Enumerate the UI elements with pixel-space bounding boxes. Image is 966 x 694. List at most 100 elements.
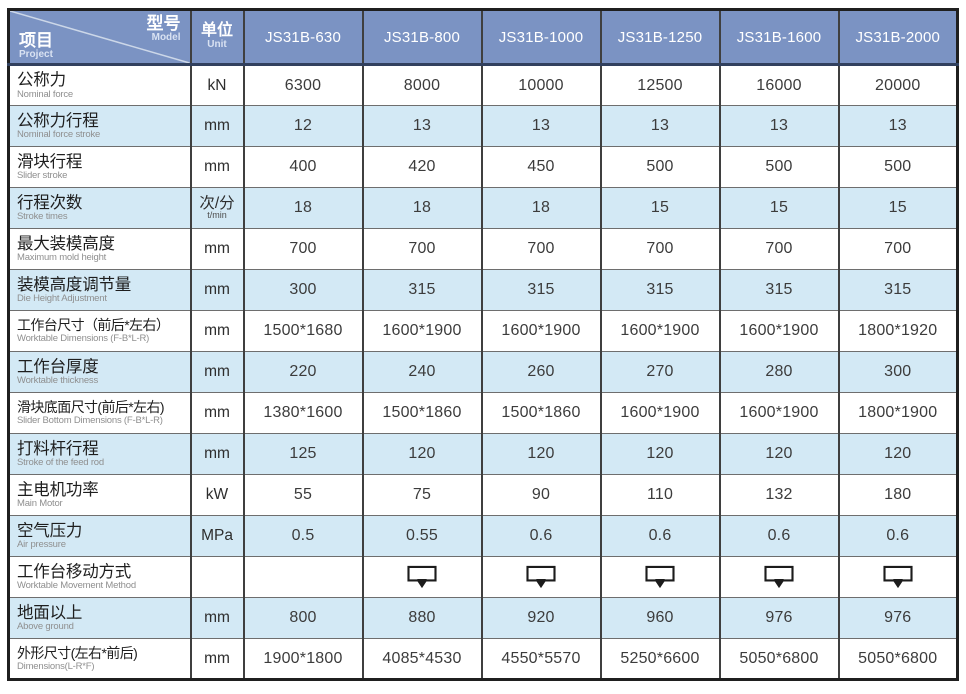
row-label-en: Dimensions(L-R*F) [17,660,95,672]
worktable-move-icon [407,565,437,588]
cell-value: 0.6 [886,527,910,544]
row-label-en: Above ground [17,621,74,633]
value-cell: 260 [480,351,602,393]
cell-value: 315 [646,281,674,298]
table-row: 工作台移动方式 Worktable Movement Method [7,556,959,598]
value-cell: 110 [599,474,721,516]
value-cell: 1600*1900 [599,310,721,352]
cell-value: 0.6 [767,527,791,544]
value-cell: 976 [718,597,840,639]
value-cell: 1600*1900 [718,392,840,434]
row-label-zh: 空气压力 [17,521,83,540]
row-label-cell: 滑块底面尺寸(前后*左右) Slider Bottom Dimensions (F… [7,392,192,434]
cell-value: 13 [888,117,907,134]
row-label-zh: 最大装模高度 [17,234,115,253]
row-label-zh: 工作台尺寸（前后*左右） [17,317,170,334]
unit-cell [189,556,245,598]
table-row: 装模高度调节量 Die Height Adjustment mm 300 315 315 3… [7,269,959,311]
value-cell: 180 [837,474,959,516]
cell-value: 240 [408,363,436,380]
cell-value: 75 [412,486,432,503]
cell-value: 1900*1800 [263,649,343,667]
table-row: 滑块底面尺寸(前后*左右) Slider Bottom Dimensions (F… [7,392,959,434]
cell-value: 1380*1600 [263,404,343,421]
cell-value: 1500*1860 [501,404,581,421]
unit-value: 次/分 [199,194,235,212]
table-row: 地面以上 Above ground mm 800 880 920 960 976 976 [7,597,959,639]
unit-cell: kN [189,64,245,106]
value-cell: 18 [480,187,602,229]
unit-cell: mm [189,638,245,680]
cell-value: 315 [765,281,793,298]
value-cell: 5250*6600 [599,638,721,680]
value-cell: 120 [837,433,959,475]
cell-value: 500 [765,158,793,175]
cell-value: 15 [888,199,907,216]
table-row: 行程次数 Stroke times 次/分 t/min 18 18 18 15 15 15 [7,187,959,229]
value-cell: 500 [837,146,959,188]
row-label-zh: 公称力 [17,71,66,90]
model-header: JS31B-2000 [837,9,959,66]
value-cell [837,556,959,598]
value-cell: 5050*6800 [718,638,840,680]
table-row: 主电机功率 Main Motor kW 55 75 90 110 132 180 [7,474,959,516]
unit-cell: MPa [189,515,245,557]
cell-value: 500 [646,158,674,175]
header-row: 型号 Model 项目 Project 单位 Unit JS31B-630 JS3… [7,9,959,66]
value-cell: 280 [718,351,840,393]
row-label-zh: 主电机功率 [17,480,99,499]
unit-cell: mm [189,269,245,311]
cell-value: 700 [408,240,436,257]
unit-value: mm [204,445,230,463]
row-label-zh: 装模高度调节量 [17,275,132,294]
table-row: 工作台厚度 Worktable thickness mm 220 240 260 270 28… [7,351,959,393]
value-cell: 1500*1860 [361,392,483,434]
value-cell: 500 [718,146,840,188]
value-cell: 240 [361,351,483,393]
cell-value: 18 [531,199,551,216]
value-cell: 18 [242,187,364,229]
row-label-cell: 空气压力 Air pressure [7,515,192,557]
row-label-en: Maximum mold height [17,252,107,264]
value-cell [480,556,602,598]
value-cell: 450 [480,146,602,188]
unit-value: mm [204,322,230,340]
value-cell: 315 [718,269,840,311]
row-label-cell: 地面以上 Above ground [7,597,192,639]
value-cell: 0.6 [480,515,602,557]
corner-project-en: Project [19,48,53,60]
unit-value: mm [204,281,230,299]
value-cell: 700 [361,228,483,270]
row-label-zh: 外形尺寸(左右*前后) [17,644,138,661]
value-cell: 18 [361,187,483,229]
cell-value: 110 [646,486,674,503]
unit-value: kN [207,76,227,94]
value-cell: 880 [361,597,483,639]
row-label-cell: 公称力 Nominal force [7,64,192,106]
value-cell: 700 [242,228,364,270]
cell-value: 300 [884,363,912,380]
cell-value: 1500*1860 [382,404,462,421]
cell-value: 1600*1900 [620,404,700,421]
value-cell: 315 [599,269,721,311]
cell-value: 1800*1900 [858,404,938,421]
row-label-en: Worktable thickness [17,375,99,387]
table-row: 公称力 Nominal force kN 6300 8000 10000 12500 1600… [7,64,959,106]
unit-value: mm [204,404,230,422]
cell-value: 4085*4530 [382,649,462,667]
value-cell: 15 [837,187,959,229]
table-row: 空气压力 Air pressure MPa 0.5 0.55 0.6 0.6 0.6 0.6 [7,515,959,557]
cell-value: 0.6 [648,527,672,544]
row-label-cell: 主电机功率 Main Motor [7,474,192,516]
unit-cell: mm [189,351,245,393]
cell-value: 920 [527,609,555,626]
unit-value: mm [204,649,230,667]
cell-value: 1800*1920 [858,322,938,339]
cell-value: 12 [293,117,313,134]
value-cell: 6300 [242,64,364,106]
cell-value: 132 [765,486,793,503]
value-cell: 13 [837,105,959,147]
unit-value: mm [204,117,230,135]
value-cell: 0.5 [242,515,364,557]
